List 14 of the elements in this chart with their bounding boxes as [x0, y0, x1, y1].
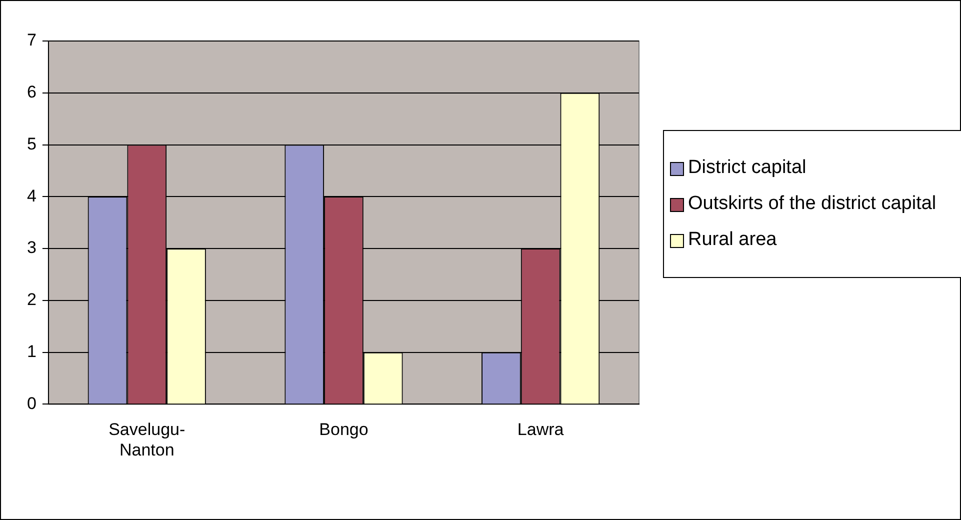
- y-tick-label: 6: [26, 82, 36, 102]
- x-tick-label: Lawra: [517, 420, 564, 440]
- y-tick-label: 0: [26, 394, 36, 413]
- x-tick-label: Bongo: [319, 420, 368, 440]
- y-tick-label: 4: [26, 186, 36, 206]
- y-tick-label: 1: [26, 342, 36, 361]
- y-tick-label: 5: [26, 134, 36, 154]
- legend-label: Outskirts of the district capital: [688, 193, 936, 215]
- legend-label: Rural area: [688, 229, 777, 251]
- y-tick-label: 3: [26, 238, 36, 258]
- x-tick-label: Savelugu-Nanton: [108, 420, 186, 460]
- y-tick-label: 2: [26, 290, 36, 310]
- y-tick-label: 7: [26, 30, 36, 50]
- legend-label: District capital: [688, 157, 806, 179]
